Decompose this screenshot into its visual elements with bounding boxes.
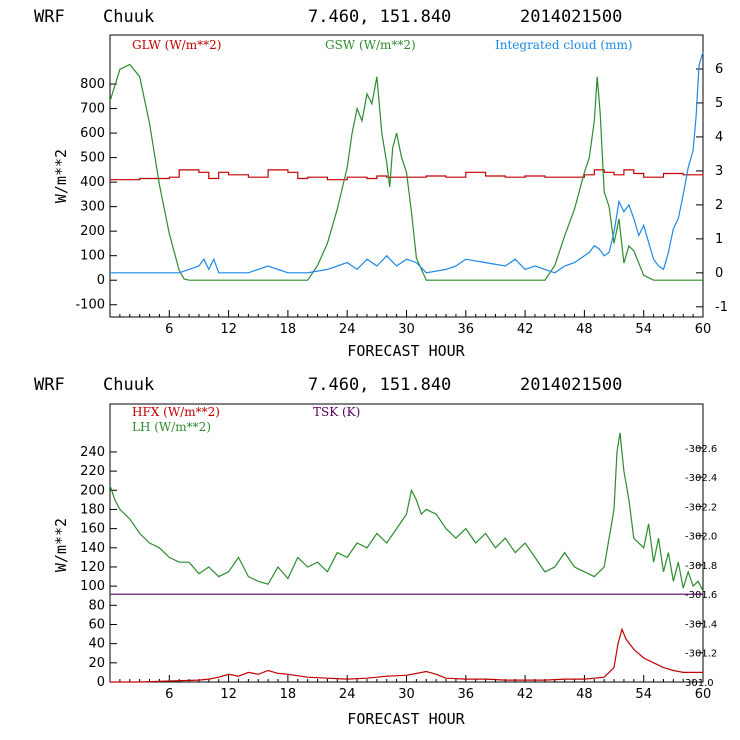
bottom-y2-tick-label: -301.6: [685, 590, 717, 601]
bottom-header-coords: 7.460, 151.840: [308, 375, 451, 395]
bottom-plot-frame: [109, 403, 704, 683]
bottom-y-tick-label: 200: [80, 483, 105, 498]
top-legend-glw: GLW (W/m**2): [132, 38, 221, 52]
bottom-y-tick-label: 60: [88, 617, 105, 632]
top-series-line-0: [110, 169, 704, 181]
top-header-coords: 7.460, 151.840: [308, 7, 451, 27]
bottom-header-station: Chuuk: [103, 375, 154, 395]
bottom-series-line-0: [110, 627, 703, 683]
bottom-x-tick-label: 48: [576, 687, 593, 702]
bottom-panel: WRF Chuuk 7.460, 151.840 2014021500 HFX …: [34, 375, 717, 728]
bottom-y-tick-label: 20: [88, 656, 105, 671]
top-y-ticks: -100 0 100 200 300 400 500 600 700 800: [75, 77, 117, 313]
bottom-x-tick-label: 36: [458, 687, 475, 702]
bottom-y2-tick-label: -301.4: [685, 619, 717, 630]
top-x-axis-label: FORECAST HOUR: [347, 342, 465, 360]
bottom-header-date: 2014021500: [520, 375, 622, 395]
bottom-y-tick-label: 100: [80, 579, 105, 594]
bottom-x-tick-label: 30: [398, 687, 415, 702]
top-y2-tick-label: 1: [715, 232, 723, 247]
top-x-tick-label: 12: [220, 322, 237, 337]
top-y-tick-label: 400: [80, 175, 105, 190]
top-y-axis-label: W/m**2: [52, 149, 70, 203]
bottom-y-tick-label: 220: [80, 464, 105, 479]
bottom-y-tick-label: 80: [88, 598, 105, 613]
bottom-y-ticks: 0 20 40 60 80 100 120 140 160 180 200 220 240: [80, 445, 117, 690]
top-y2-tick-label: 6: [715, 62, 723, 77]
bottom-y-tick-label: 240: [80, 445, 105, 460]
top-y-tick-label: 700: [80, 102, 105, 117]
top-x-tick-label: 54: [635, 322, 652, 337]
bottom-x-ticks: 6 12 18 24 30 36 42 48 54 60: [119, 675, 712, 702]
top-y2-tick-label: 5: [715, 96, 723, 111]
top-y2-tick-label: 2: [715, 198, 723, 213]
bottom-y2-tick-label: -302.6: [685, 444, 717, 455]
bottom-y2-tick-label: -302.0: [685, 532, 717, 543]
bottom-y-tick-label: 120: [80, 560, 105, 575]
bottom-y2-ticks: 301.0 -301.2 -301.4 -301.6 -301.8 -302.0 -302.…: [685, 444, 717, 689]
bottom-header-model: WRF: [34, 375, 65, 395]
bottom-x-tick-label: 12: [220, 687, 237, 702]
top-series-line-2: [110, 51, 704, 274]
top-x-tick-label: 6: [165, 322, 173, 337]
top-x-tick-label: 18: [280, 322, 297, 337]
top-y-tick-label: 100: [80, 249, 105, 264]
top-y-tick-label: 300: [80, 200, 105, 215]
top-x-tick-label: 24: [339, 322, 356, 337]
bottom-x-tick-label: 18: [280, 687, 297, 702]
top-x-ticks: 6 12 18 24 30 36 42 48 54 60: [119, 310, 712, 337]
bottom-y-tick-label: 140: [80, 541, 105, 556]
bottom-x-tick-label: 6: [165, 687, 173, 702]
bottom-legend-hfx: HFX (W/m**2): [132, 405, 220, 419]
top-legend-cloud: Integrated cloud (mm): [495, 38, 633, 52]
top-y-tick-label: 0: [97, 273, 105, 288]
top-y2-tick-label: 0: [715, 266, 723, 281]
bottom-y-tick-label: 40: [88, 637, 105, 652]
top-header-model: WRF: [34, 7, 65, 27]
bottom-y2-tick-label: -302.2: [685, 502, 717, 513]
bottom-x-tick-label: 24: [339, 687, 356, 702]
top-y2-tick-label: 3: [715, 164, 723, 179]
bottom-x-tick-label: 60: [695, 687, 712, 702]
top-x-tick-label: 42: [517, 322, 534, 337]
top-legend-gsw: GSW (W/m**2): [325, 38, 416, 52]
top-y-tick-label: -100: [75, 298, 105, 313]
top-y2-tick-label: -1: [715, 300, 728, 315]
bottom-y2-tick-label: -301.2: [685, 649, 717, 660]
top-panel: WRF Chuuk 7.460, 151.840 2014021500 GLW …: [34, 7, 728, 360]
top-header-date: 2014021500: [520, 7, 622, 27]
top-series: [109, 51, 704, 281]
bottom-y-tick-label: 180: [80, 502, 105, 517]
top-y-tick-label: 500: [80, 151, 105, 166]
bottom-series: [109, 432, 704, 683]
top-x-tick-label: 60: [695, 322, 712, 337]
top-x-tick-label: 48: [576, 322, 593, 337]
bottom-y2-tick-label: -302.4: [685, 473, 717, 484]
top-y-tick-label: 800: [80, 77, 105, 92]
top-series-line-1: [109, 63, 703, 281]
top-y2-tick-label: 4: [715, 130, 723, 145]
top-x-tick-label: 36: [458, 322, 475, 337]
top-y2-ticks: -1 0 1 2 3 4 5 6: [696, 62, 728, 315]
bottom-y2-tick-label: 301.0: [685, 678, 714, 689]
bottom-series-line-1: [109, 432, 704, 592]
top-y-tick-label: 200: [80, 224, 105, 239]
bottom-x-axis-label: FORECAST HOUR: [347, 710, 465, 728]
bottom-x-tick-label: 42: [517, 687, 534, 702]
bottom-legend-lh: LH (W/m**2): [132, 420, 211, 434]
top-header-station: Chuuk: [103, 7, 154, 27]
bottom-y-axis-label: W/m**2: [52, 518, 70, 572]
bottom-y-tick-label: 0: [97, 675, 105, 690]
bottom-legend-tsk: TSK (K): [313, 405, 360, 419]
top-y-tick-label: 600: [80, 126, 105, 141]
bottom-y-tick-label: 160: [80, 522, 105, 537]
top-x-tick-label: 30: [398, 322, 415, 337]
bottom-x-tick-label: 54: [635, 687, 652, 702]
bottom-y2-tick-label: -301.8: [685, 561, 717, 572]
